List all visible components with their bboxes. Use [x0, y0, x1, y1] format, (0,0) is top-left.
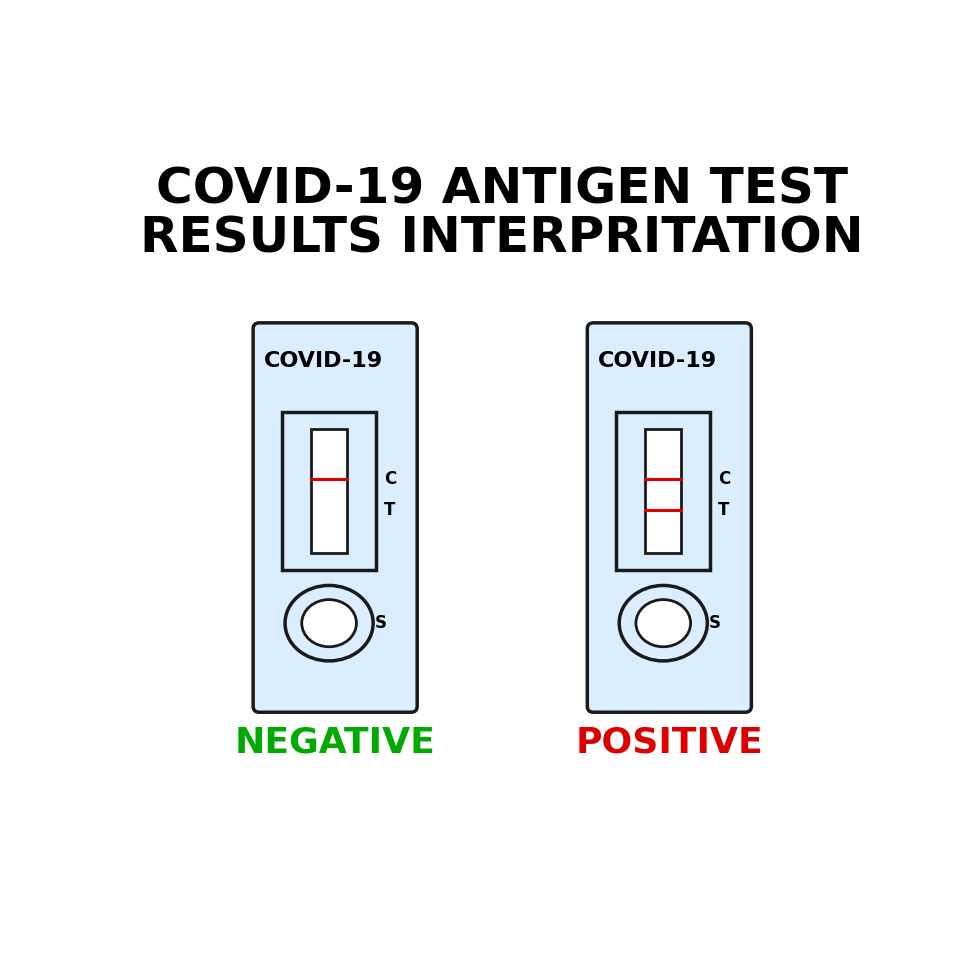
Ellipse shape [636, 600, 691, 647]
Text: C: C [718, 469, 730, 488]
Bar [312, 429, 347, 553]
Text: C: C [384, 469, 396, 488]
Text: T: T [718, 501, 729, 518]
Text: COVID-19 ANTIGEN TEST: COVID-19 ANTIGEN TEST [156, 166, 849, 214]
Text: POSITIVE: POSITIVE [575, 725, 763, 760]
FancyBboxPatch shape [253, 322, 417, 712]
Text: T: T [384, 501, 395, 518]
Bar [646, 429, 681, 553]
Text: S: S [374, 614, 387, 632]
Bar [282, 412, 376, 570]
Ellipse shape [285, 585, 373, 661]
Text: S: S [709, 614, 721, 632]
Bar [616, 412, 710, 570]
Text: RESULTS INTERPRITATION: RESULTS INTERPRITATION [140, 215, 864, 263]
Text: COVID-19: COVID-19 [598, 351, 716, 370]
Text: COVID-19: COVID-19 [264, 351, 382, 370]
Ellipse shape [302, 600, 357, 647]
Text: NEGATIVE: NEGATIVE [235, 725, 435, 760]
FancyBboxPatch shape [587, 322, 752, 712]
Ellipse shape [619, 585, 708, 661]
